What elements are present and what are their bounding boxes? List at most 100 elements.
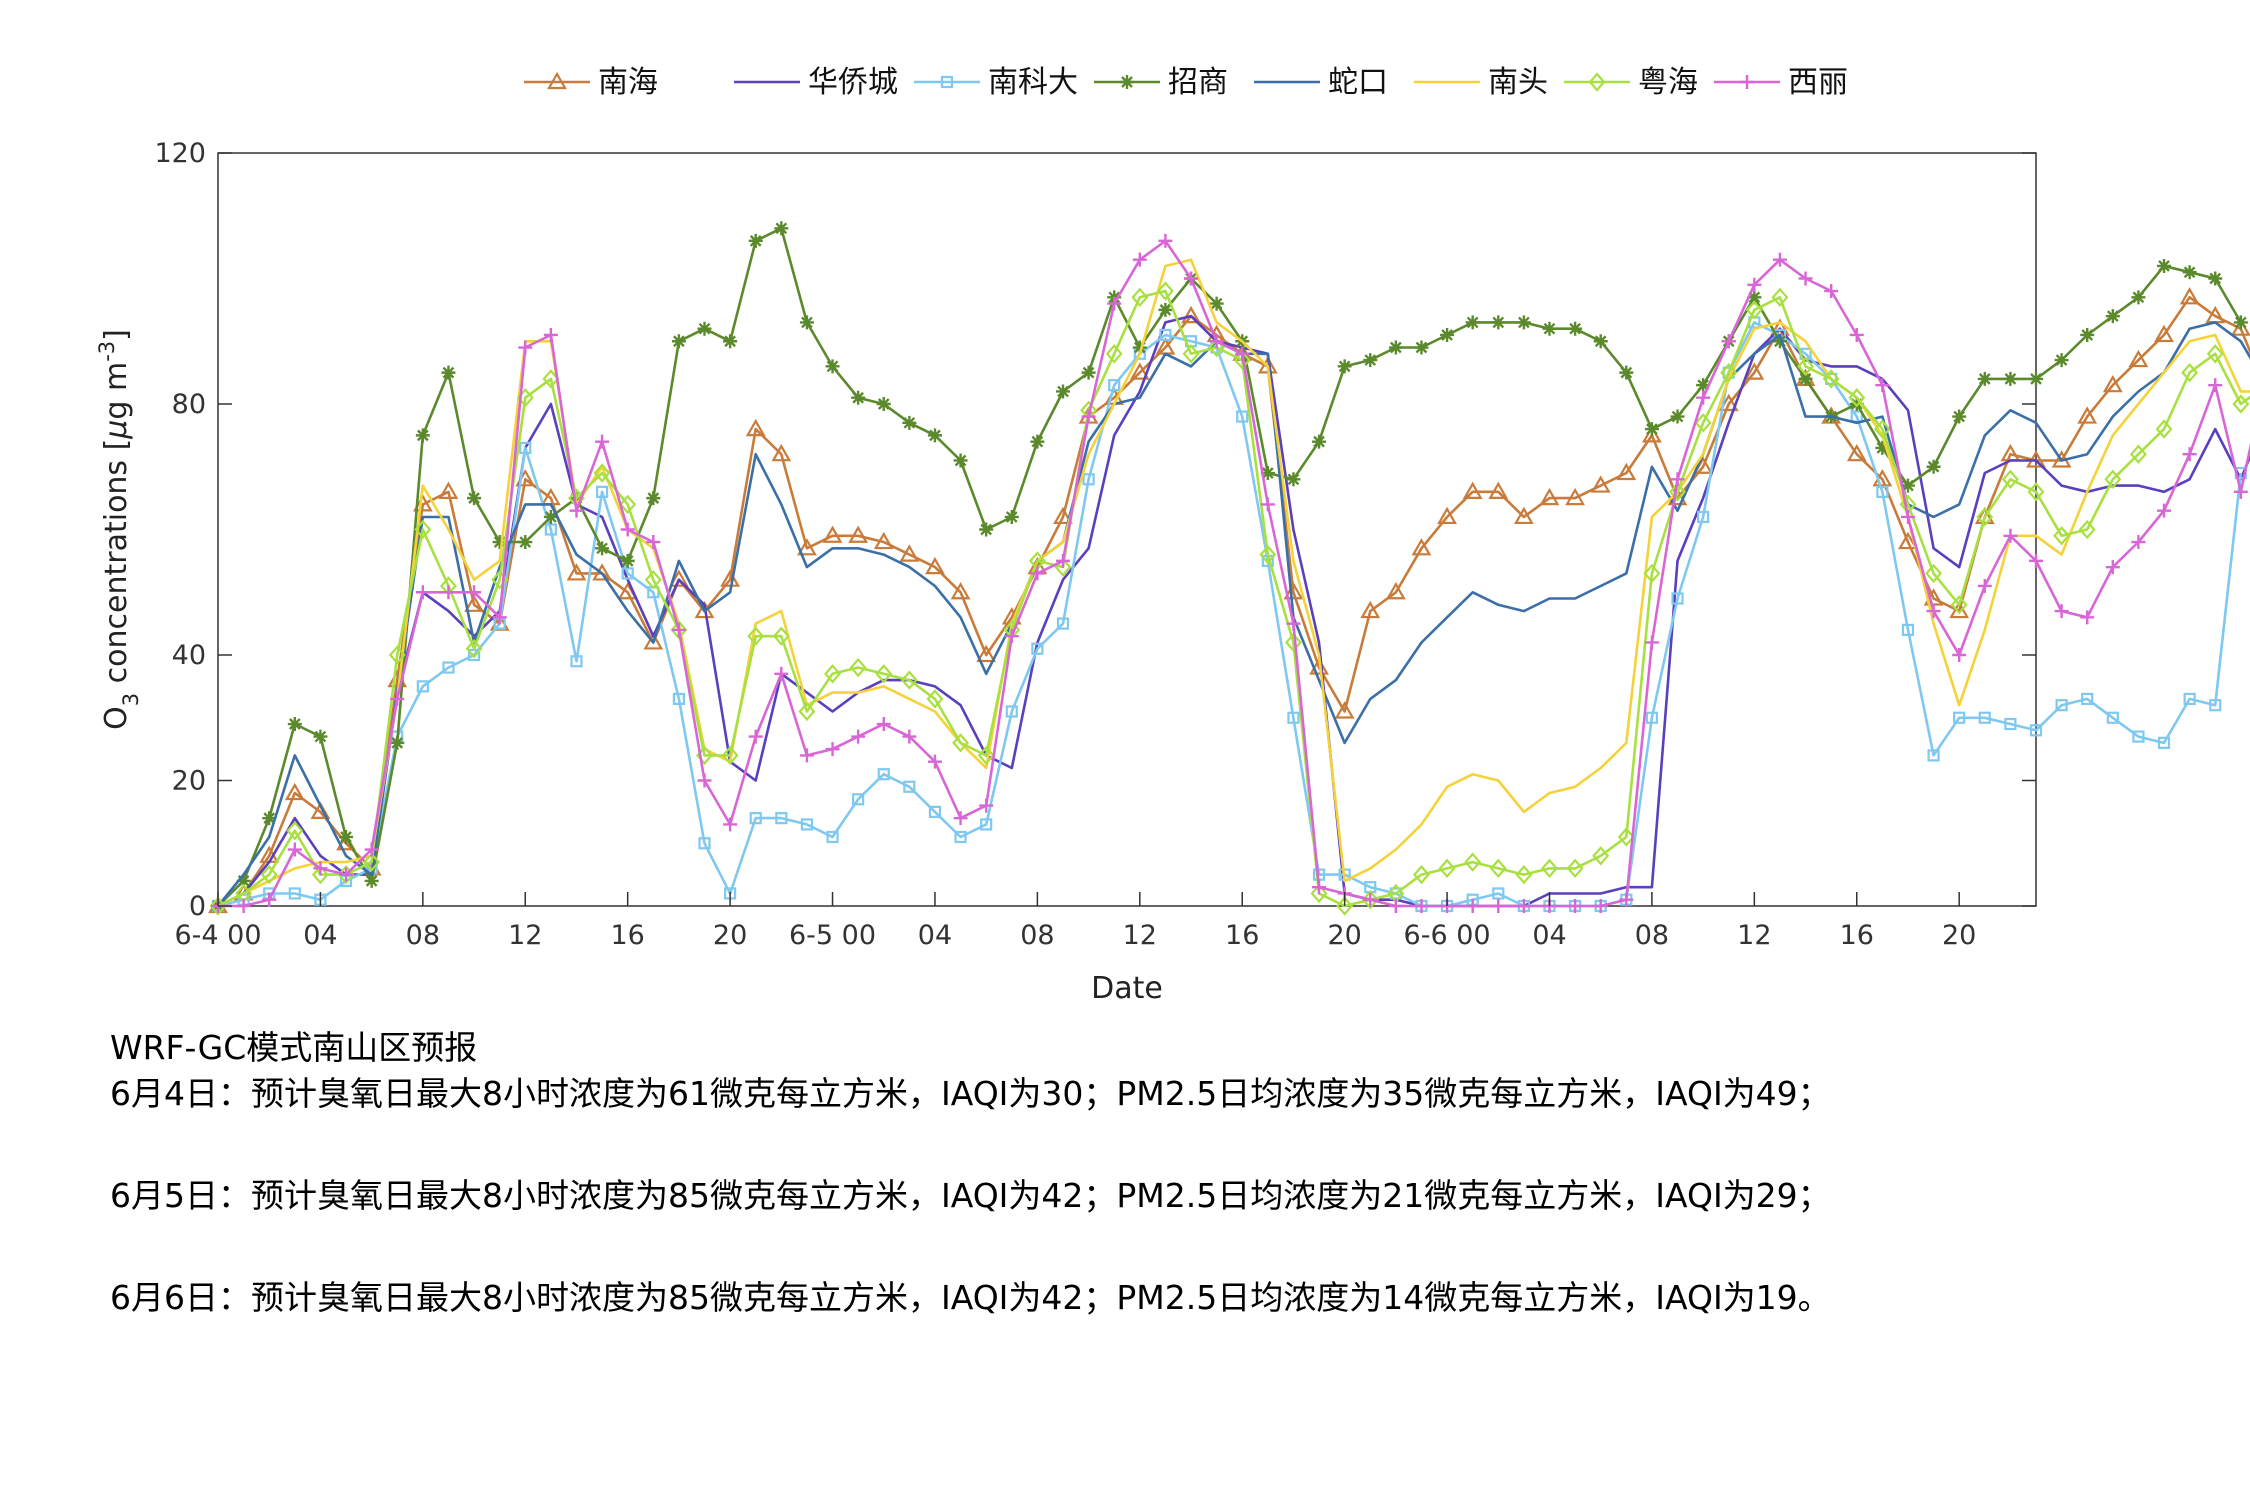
- data-point: [2132, 730, 2145, 743]
- data-point: [1539, 487, 1560, 506]
- data-point: [952, 733, 970, 753]
- data-point: [2181, 362, 2199, 383]
- data-point: [2208, 378, 2223, 393]
- data-point: [1696, 390, 1711, 405]
- data-point: [903, 780, 916, 793]
- forecast-day2: 6月5日：预计臭氧日最大8小时浓度为85微克每立方米，IAQI为42；PM2.5…: [110, 1176, 1831, 1215]
- plot-frame: [217, 152, 2037, 907]
- data-point: [1978, 711, 1991, 724]
- data-point: [1286, 616, 1301, 631]
- data-point: [1825, 372, 1838, 385]
- o3-line-chart: 南海 华侨城 南科大 招商 蛇口 南头 粤海 西丽 0 20 40 80 120 6-4 00 04 08 1…: [95, 65, 2250, 1006]
- data-point: [1694, 413, 1712, 433]
- data-point: [1772, 334, 1787, 349]
- data-point: [1669, 482, 1686, 502]
- data-point: [852, 793, 865, 806]
- data-point: [1081, 365, 1096, 380]
- data-point: [670, 620, 688, 640]
- data-point: [927, 428, 942, 443]
- data-point: [774, 221, 789, 236]
- data-point: [1108, 379, 1121, 392]
- data-point: [822, 525, 843, 543]
- data-point: [284, 782, 305, 801]
- data-point: [1875, 440, 1890, 455]
- data-point: [442, 661, 455, 674]
- data-point: [2106, 711, 2119, 724]
- data-point: [1105, 344, 1123, 364]
- data-point: [1747, 290, 1762, 305]
- data-point: [873, 531, 894, 550]
- data-point: [697, 773, 712, 788]
- data-point: [1593, 334, 1608, 349]
- data-point: [1873, 419, 1891, 439]
- data-point: [1363, 353, 1378, 368]
- x-tick-label: 20: [1942, 920, 1976, 951]
- x-tick-label: 6-5 00: [789, 920, 876, 951]
- data-point: [772, 626, 790, 646]
- data-point: [2182, 447, 2197, 462]
- data-point: [2208, 271, 2223, 286]
- data-point: [1361, 890, 1379, 910]
- data-point: [2078, 519, 2096, 540]
- data-point: [1590, 475, 1611, 493]
- series-6: [209, 281, 2250, 916]
- series-line: [217, 321, 2243, 908]
- data-point: [492, 610, 507, 625]
- data-point: [1004, 629, 1019, 644]
- y-axis-title-unit: g m: [99, 362, 134, 420]
- x-tick-label: 12: [508, 920, 542, 951]
- data-point: [595, 485, 609, 498]
- data-point: [1235, 346, 1250, 361]
- data-point: [236, 873, 251, 888]
- data-point: [1670, 472, 1685, 487]
- data-point: [2233, 315, 2248, 330]
- data-point: [876, 397, 891, 411]
- data-point: [2102, 374, 2123, 393]
- data-point: [1286, 472, 1301, 487]
- legend-item: 华侨城: [734, 65, 898, 100]
- data-point: [2183, 692, 2196, 706]
- data-point: [1336, 896, 1354, 916]
- data-point: [1516, 899, 1531, 913]
- data-point: [2129, 444, 2147, 464]
- data-point: [544, 523, 557, 536]
- data-point: [748, 233, 763, 248]
- data-point: [1464, 852, 1482, 872]
- data-point: [928, 805, 942, 818]
- data-point: [646, 535, 661, 550]
- x-tick-label: 04: [303, 920, 337, 951]
- data-point: [1977, 578, 1992, 593]
- x-tick-label: 16: [1840, 920, 1874, 951]
- x-tick-label: 16: [611, 920, 645, 951]
- data-point: [414, 519, 432, 540]
- data-point: [288, 887, 301, 900]
- data-point: [1055, 384, 1070, 399]
- data-point: [1056, 617, 1070, 630]
- x-tick-label: 6-6 00: [1404, 920, 1491, 951]
- data-point: [1209, 296, 1224, 311]
- data-point: [1388, 899, 1403, 913]
- x-tick-label: 20: [713, 920, 747, 951]
- data-point: [1312, 880, 1327, 895]
- data-point: [1565, 487, 1585, 506]
- data-point: [465, 639, 483, 659]
- data-point: [771, 443, 792, 462]
- x-tick-label: 6-4 00: [174, 920, 261, 951]
- data-point: [2131, 290, 2146, 305]
- data-point: [2232, 394, 2250, 414]
- data-point: [979, 798, 994, 813]
- data-point: [1004, 509, 1019, 524]
- data-point: [646, 491, 661, 506]
- data-point: [1440, 327, 1455, 342]
- data-point: [1976, 507, 1994, 527]
- axes: 0 20 40 80 120 6-4 00 04 08 12 16 20 6-5 00 04 08 12 16…: [154, 138, 2036, 951]
- data-point: [1900, 509, 1915, 524]
- data-point: [236, 899, 251, 913]
- data-point: [1952, 409, 1967, 424]
- data-point: [671, 622, 686, 637]
- x-tick-label: 12: [1123, 920, 1157, 951]
- data-point: [1309, 657, 1329, 675]
- data-point: [1926, 459, 1941, 474]
- y-axis-title-close: ]: [99, 329, 134, 341]
- data-point: [824, 664, 841, 684]
